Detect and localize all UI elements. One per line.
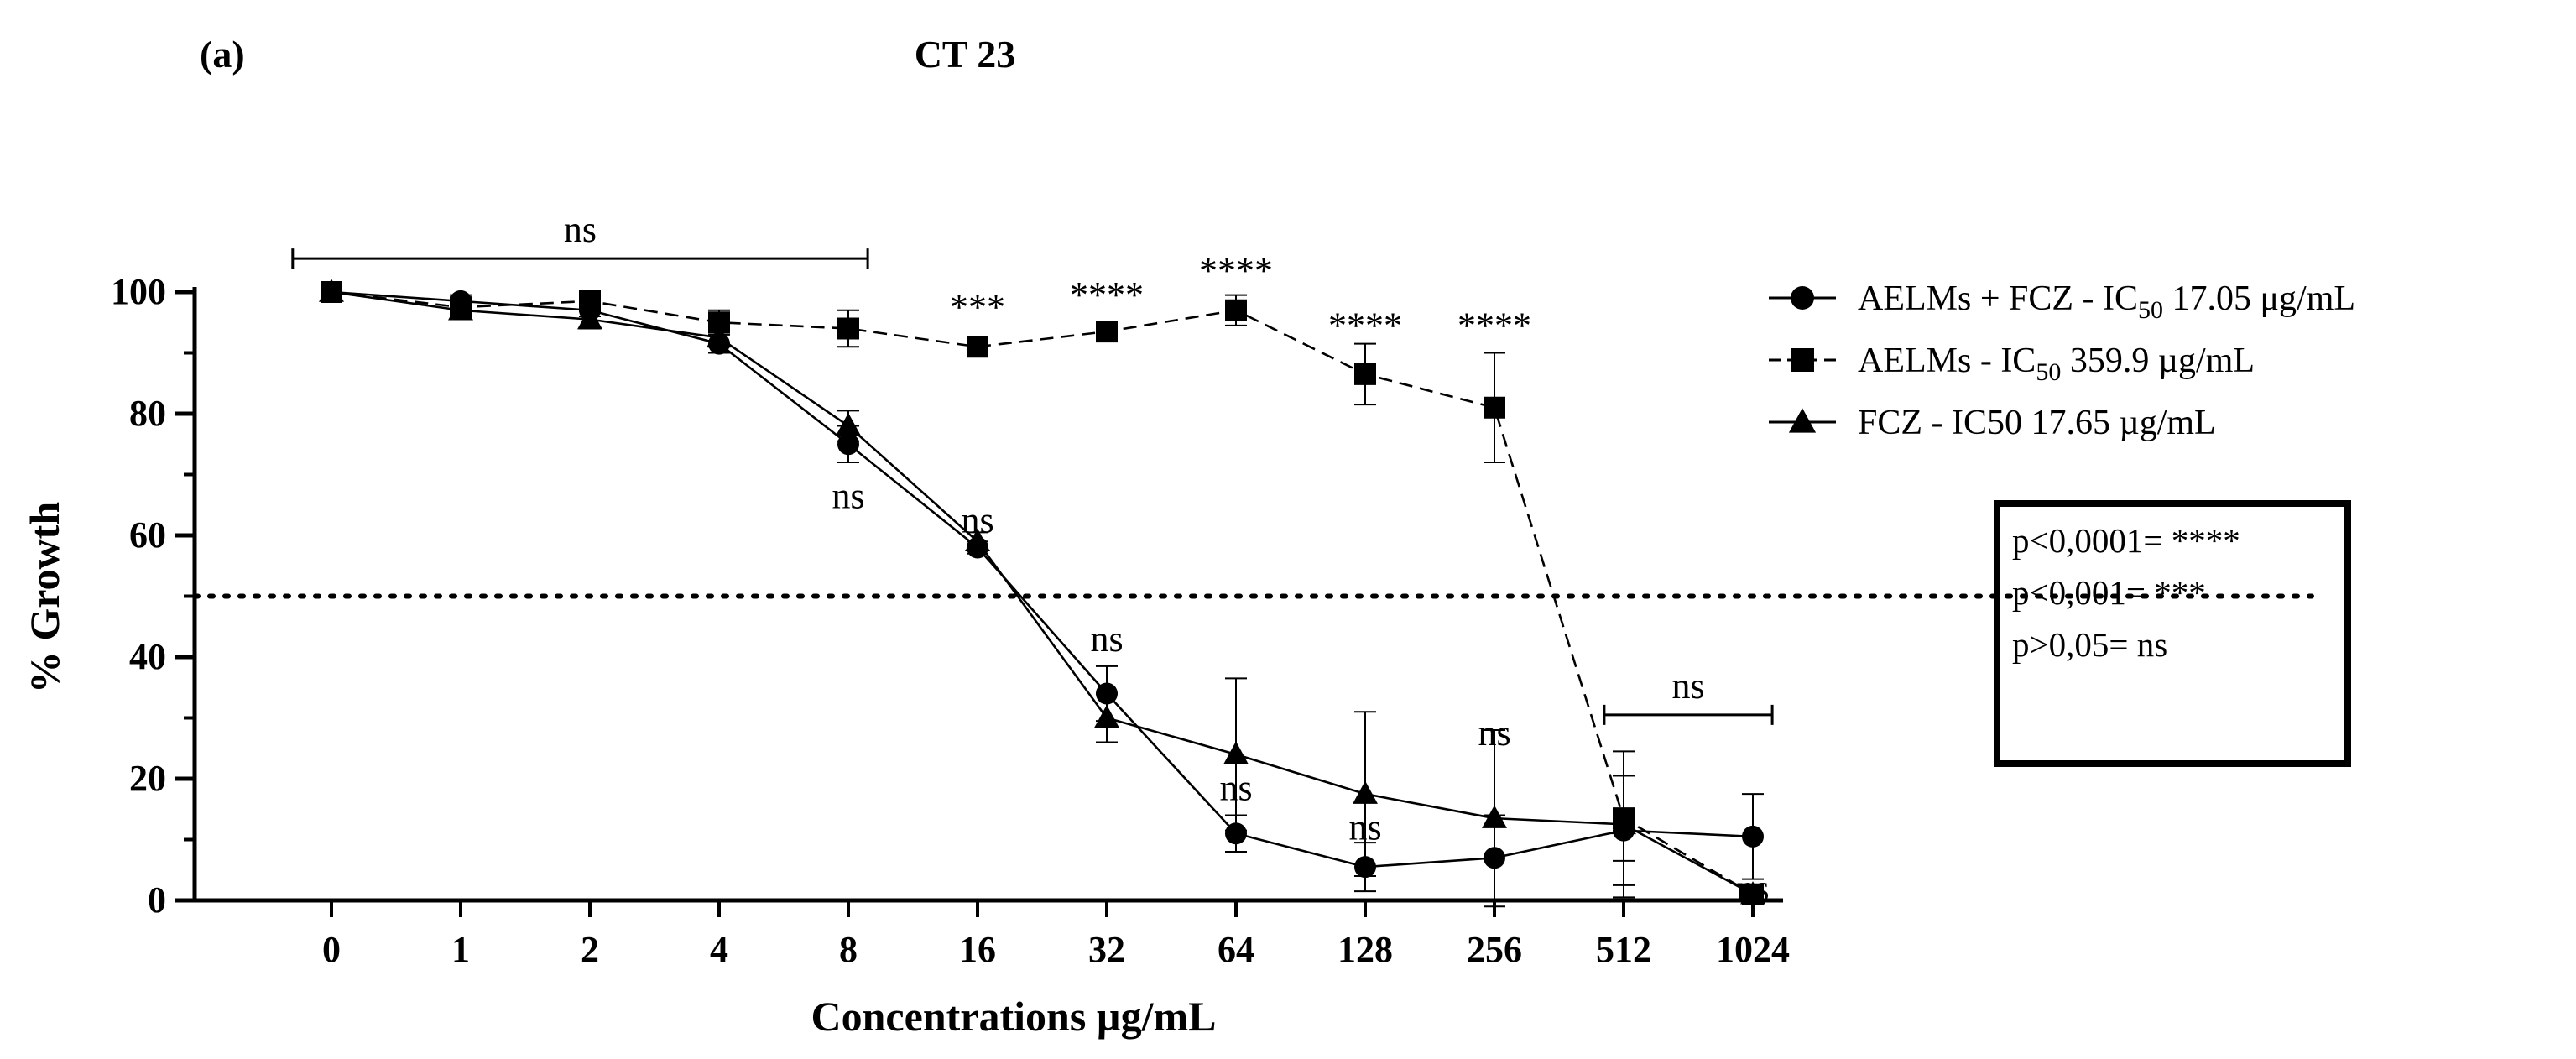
data-point-circle bbox=[837, 433, 859, 456]
significance-label: ns bbox=[832, 475, 864, 516]
x-tick-label: 1024 bbox=[1716, 929, 1790, 970]
y-axis-label: % Growth bbox=[21, 502, 68, 693]
stats-box: p<0,0001= **** p<0,001= *** p>0,05= ns bbox=[1994, 500, 2351, 767]
data-point-circle bbox=[1225, 822, 1247, 845]
legend-marker-square bbox=[1791, 348, 1814, 372]
significance-label: ns bbox=[961, 499, 993, 540]
legend-marker-triangle bbox=[1788, 408, 1817, 433]
significance-label: ns bbox=[1090, 618, 1123, 660]
data-point-square bbox=[1225, 299, 1247, 321]
y-tick-label: 40 bbox=[129, 636, 166, 677]
significance-label: *** bbox=[950, 287, 1005, 328]
bracket-label: ns bbox=[564, 209, 597, 250]
panel-label: (a) bbox=[200, 33, 245, 76]
significance-label: **** bbox=[1070, 274, 1144, 316]
data-point-square bbox=[837, 317, 859, 340]
chart-title: CT 23 bbox=[915, 33, 1016, 76]
x-tick-label: 4 bbox=[710, 929, 728, 970]
data-point-triangle bbox=[1353, 780, 1378, 804]
x-tick-label: 256 bbox=[1467, 929, 1522, 970]
x-tick-label: 32 bbox=[1088, 929, 1125, 970]
x-tick-label: 512 bbox=[1596, 929, 1651, 970]
x-tick-label: 1 bbox=[451, 929, 470, 970]
stats-box-line: p>0,05= ns bbox=[2012, 625, 2167, 664]
significance-label: **** bbox=[1328, 305, 1402, 346]
significance-label: ns bbox=[1219, 767, 1252, 808]
data-point-triangle bbox=[577, 306, 602, 330]
series-line-2 bbox=[331, 290, 1754, 895]
legend-marker-circle bbox=[1791, 286, 1814, 310]
data-point-triangle bbox=[1740, 881, 1765, 905]
data-point-triangle bbox=[965, 528, 990, 551]
significance-label: ns bbox=[1736, 868, 1769, 909]
x-tick-label: 16 bbox=[959, 929, 996, 970]
y-tick-label: 100 bbox=[111, 271, 166, 312]
plot-area: 0 20 40 60 80 100 0 1 2 4 8 16 32 64 128 256 512 1024 ns **… bbox=[111, 209, 2314, 970]
legend-label-2: FCZ - IC50 17.65 µg/mL bbox=[1858, 404, 2216, 442]
data-point-triangle bbox=[836, 412, 861, 436]
data-point-triangle bbox=[448, 297, 473, 321]
significance-label: **** bbox=[1199, 250, 1273, 291]
series-line-0 bbox=[331, 290, 1754, 869]
data-point-triangle bbox=[319, 279, 344, 302]
data-point-circle bbox=[1742, 825, 1764, 848]
x-tick-label: 0 bbox=[322, 929, 341, 970]
data-point-square bbox=[1096, 321, 1118, 343]
data-point-triangle bbox=[1611, 811, 1636, 835]
bracket-label: ns bbox=[1671, 665, 1704, 707]
legend: AELMs + FCZ - IC50 17.05 μg/mL AELMs - IC… bbox=[1769, 279, 2355, 442]
x-tick-label: 2 bbox=[581, 929, 599, 970]
data-point-triangle bbox=[1094, 704, 1119, 728]
x-axis-label: Concentrations µg/mL bbox=[811, 993, 1217, 1040]
data-point-square bbox=[967, 336, 988, 358]
x-tick-label: 64 bbox=[1218, 929, 1254, 970]
y-tick-label: 60 bbox=[129, 514, 166, 556]
significance-label: ns bbox=[1348, 807, 1381, 848]
stats-box-line: p<0,0001= **** bbox=[2012, 521, 2240, 560]
series-line-1 bbox=[331, 290, 1754, 895]
stats-box-line: p<0,001= *** bbox=[2012, 573, 2206, 612]
x-tick-label: 128 bbox=[1338, 929, 1393, 970]
stats-box-frame bbox=[1994, 500, 2351, 767]
x-tick-label: 8 bbox=[839, 929, 858, 970]
legend-label-1: AELMs - IC50 359.9 µg/mL bbox=[1858, 342, 2255, 386]
data-point-square bbox=[1354, 363, 1376, 385]
data-point-triangle bbox=[1223, 741, 1249, 764]
y-tick-label: 80 bbox=[129, 393, 166, 434]
data-point-square bbox=[1484, 396, 1505, 419]
significance-label: **** bbox=[1457, 305, 1531, 346]
data-point-triangle bbox=[1482, 805, 1507, 828]
y-tick-label: 20 bbox=[129, 758, 166, 799]
data-point-triangle bbox=[707, 324, 732, 348]
y-tick-label: 0 bbox=[148, 879, 166, 921]
significance-label: ns bbox=[1478, 712, 1510, 754]
legend-label-0: AELMs + FCZ - IC50 17.05 μg/mL bbox=[1858, 279, 2355, 324]
